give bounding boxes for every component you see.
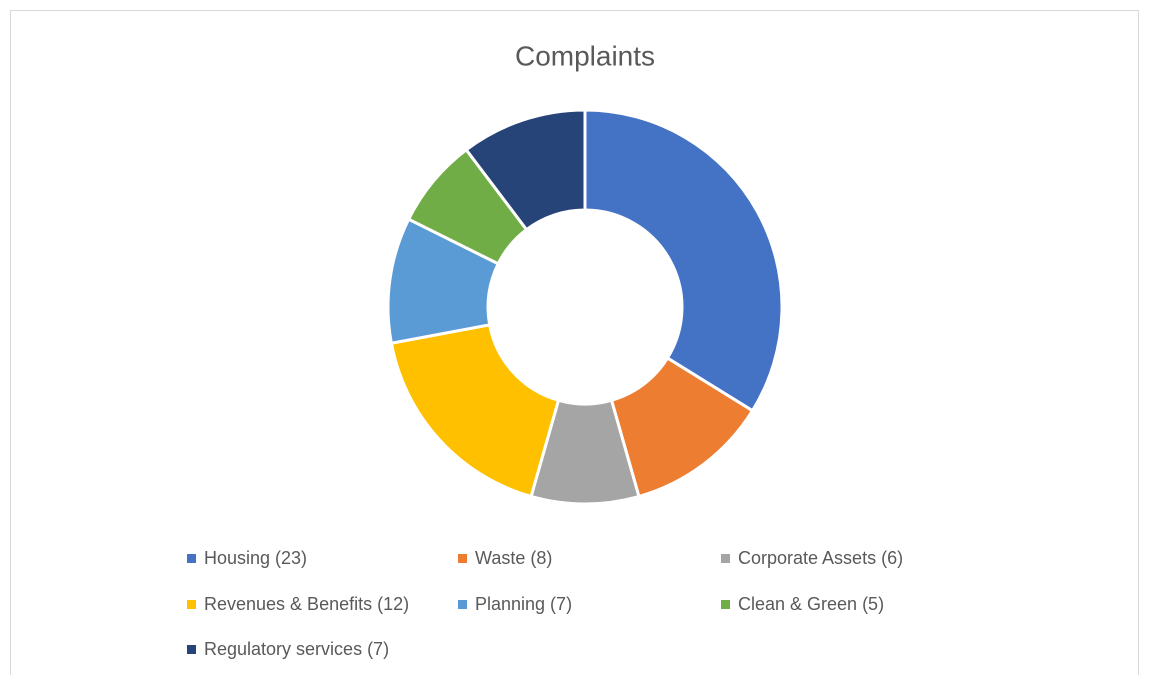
donut-slice xyxy=(389,323,561,499)
legend-swatch xyxy=(721,600,730,609)
donut-slice xyxy=(583,108,784,413)
legend-label: Revenues & Benefits (12) xyxy=(204,594,409,614)
legend-swatch xyxy=(458,600,467,609)
legend-label: Waste (8) xyxy=(475,548,552,568)
legend-label: Regulatory services (7) xyxy=(204,639,389,659)
donut-slice xyxy=(464,108,587,232)
legend-label: Housing (23) xyxy=(204,548,307,568)
legend-label: Clean & Green (5) xyxy=(738,594,884,614)
legend-swatch xyxy=(187,600,196,609)
legend-label: Planning (7) xyxy=(475,594,572,614)
legend-swatch xyxy=(458,554,467,563)
legend-swatch xyxy=(187,554,196,563)
chart-title: Complaints xyxy=(515,40,655,71)
legend-label: Corporate Assets (6) xyxy=(738,548,903,568)
legend-swatch xyxy=(187,645,196,654)
legend-swatch xyxy=(721,554,730,563)
